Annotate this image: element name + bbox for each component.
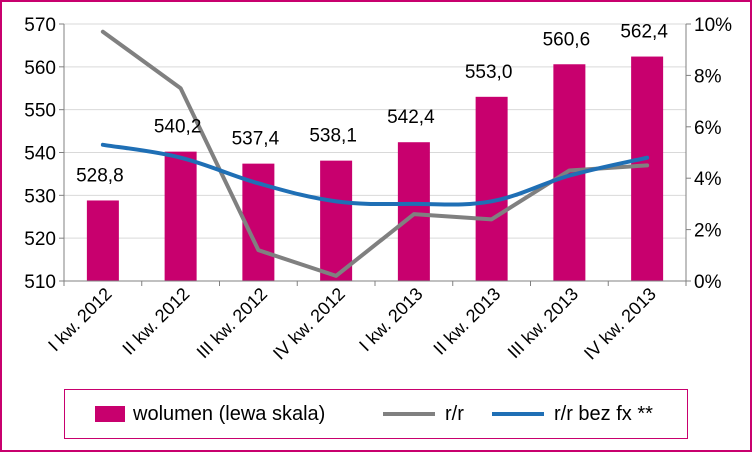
legend-label-wolumen: wolumen (lewa skala) [133,402,326,425]
bar [475,96,508,281]
category-label: IV kw. 2012 [269,284,349,364]
left-axis-tick-label: 570 [24,15,56,36]
bar [164,151,197,281]
legend-label-rr: r/r [445,402,464,425]
right-axis-tick-label: 2% [694,221,722,242]
bar-value-label: 542,4 [387,107,435,128]
bar-value-label: 528,8 [76,165,124,186]
left-axis-tick-label: 510 [24,272,56,293]
legend-label-rr-bez-fx: r/r bez fx ** [554,402,653,425]
left-axis-tick-label: 530 [24,186,56,207]
legend-swatch-rr-bez-fx [492,412,544,416]
legend-item-wolumen: wolumen (lewa skala) [95,390,325,438]
bar-value-label: 562,4 [620,22,668,43]
bar [320,160,353,281]
bar-value-label: 538,1 [309,126,357,147]
left-axis-tick-label: 520 [24,229,56,250]
legend-swatch-bar [95,406,125,422]
category-label: II kw. 2012 [118,284,193,359]
legend-item-rr: r/r [383,390,464,438]
category-label: IV kw. 2013 [580,284,660,364]
rr-bez-fx-line [100,142,650,207]
category-label: III kw. 2013 [504,284,583,363]
category-label: III kw. 2012 [193,284,272,363]
bar [631,56,664,282]
bar-value-label: 553,0 [465,62,513,83]
left-axis-tick-label: 550 [24,101,56,122]
line-series [100,29,650,278]
right-axis-tick-label: 0% [694,272,722,293]
right-axis-tick-label: 4% [694,169,722,190]
left-axis-tick-label: 560 [24,58,56,79]
category-label: I kw. 2012 [44,284,115,355]
category-label: II kw. 2013 [429,284,504,359]
legend-item-rr-bez-fx: r/r bez fx ** [492,390,653,438]
legend-swatch-rr [383,412,435,416]
bar-value-label: 560,6 [543,29,591,50]
legend: wolumen (lewa skala) r/r r/r bez fx ** [64,389,688,439]
left-axis-tick-label: 540 [24,144,56,165]
data-labels: 528,8 540,2 537,4 538,1 542,4 553,0 560,6 562,4 [76,22,668,187]
bar [397,142,430,281]
right-axis-tick-label: 8% [694,66,722,87]
bar-value-label: 540,2 [154,117,202,138]
bar [86,200,119,281]
category-label: I kw. 2013 [355,284,426,355]
right-axis-tick-label: 6% [694,118,722,139]
right-axis-tick-label: 10% [694,15,732,36]
bar-value-label: 537,4 [232,129,280,150]
